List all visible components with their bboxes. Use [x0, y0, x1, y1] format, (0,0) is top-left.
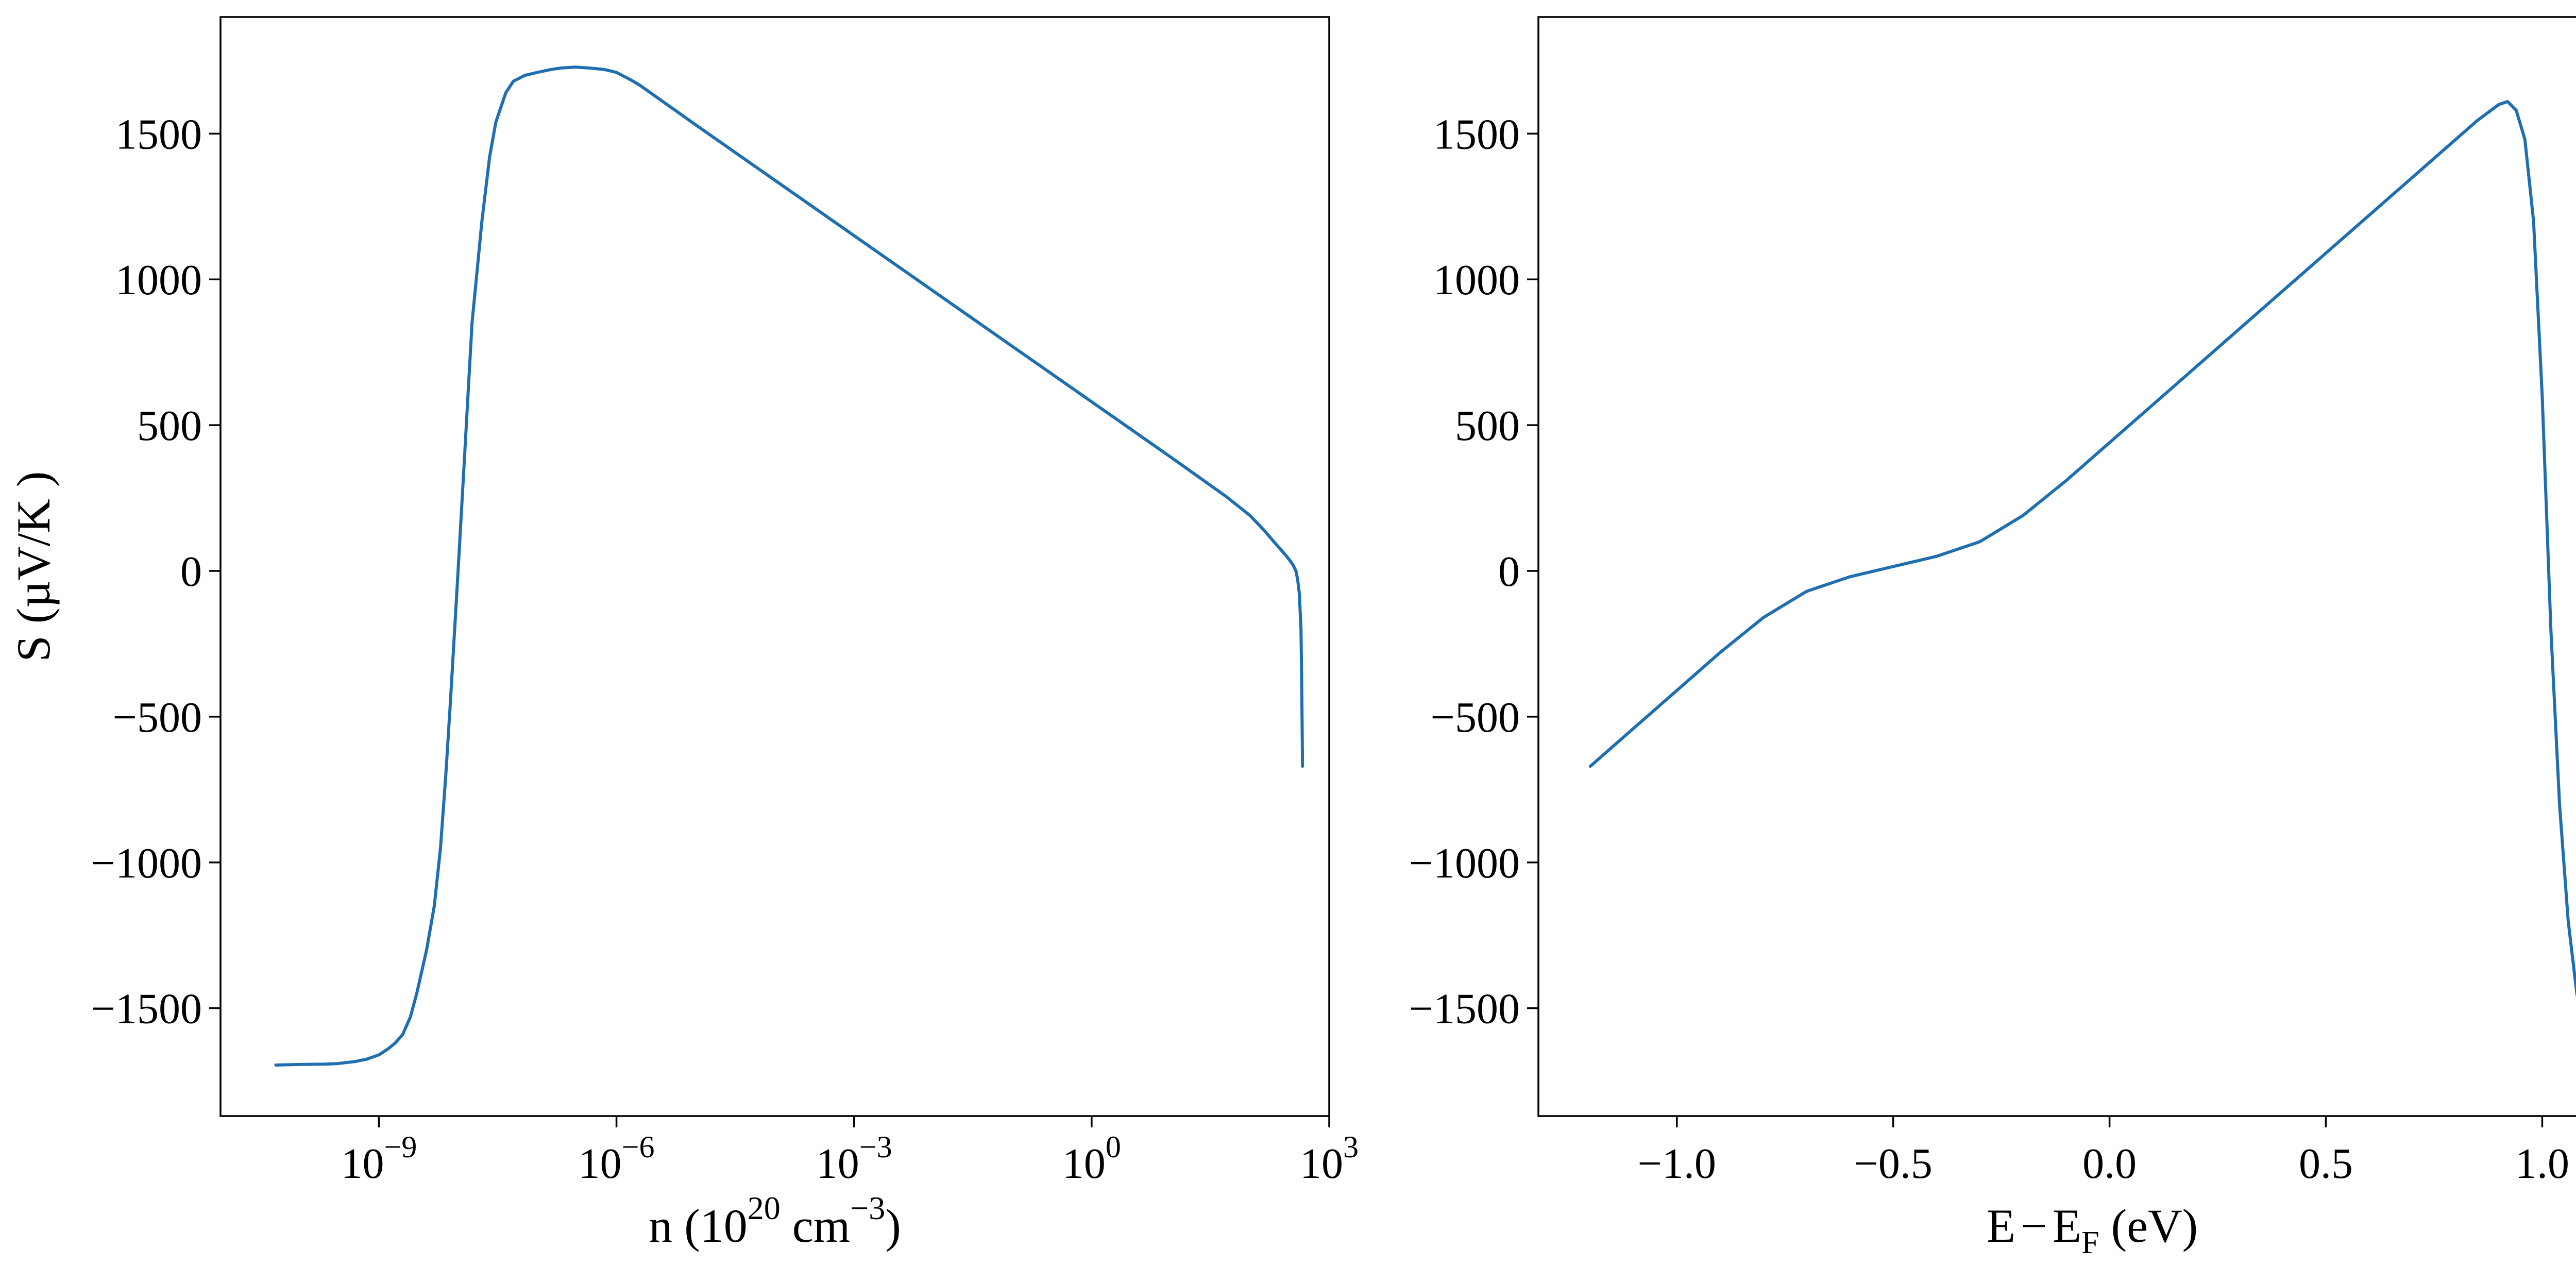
series-line-0 [274, 65, 1304, 1067]
y-tick-label: −500 [113, 694, 202, 741]
x-axis-label: E − EF (eV) [1987, 1200, 2198, 1260]
x-tick-label: −1.0 [1638, 1140, 1716, 1188]
y-tick-label: 1000 [1433, 256, 1520, 304]
x-tick-label: 0.0 [2082, 1140, 2137, 1188]
x-tick-label: 100 [1062, 1130, 1121, 1188]
y-tick-label: 1500 [115, 110, 202, 158]
y-tick-label: 1000 [115, 256, 202, 304]
y-tick-label: −1500 [1409, 985, 1520, 1033]
y-tick-label: 500 [137, 402, 202, 450]
x-tick-label: 103 [1300, 1130, 1359, 1188]
y-tick-label: 500 [1455, 402, 1520, 450]
y-axis-label: S (µV/K ) [7, 471, 60, 662]
x-tick-label: 10−9 [341, 1130, 417, 1188]
x-tick-label: 10−3 [816, 1130, 892, 1188]
y-tick-label: −1000 [1409, 839, 1520, 887]
left-chart-seebeck-vs-carrier-concentration: 1500 1000 500 0 −500 −1000 −1500 10−9 10−6 10−3 10… [7, 16, 1359, 1252]
y-tick-label: 0 [1498, 548, 1520, 596]
series-line-0 [1588, 100, 2576, 998]
x-tick-label: 10−6 [579, 1130, 655, 1188]
y-tick-label: −1000 [91, 839, 202, 887]
plot-frame [219, 16, 1330, 1117]
y-tick-label: −1500 [91, 985, 202, 1033]
x-axis-label: n (1020 cm−3) [649, 1190, 901, 1252]
x-tick-label: −0.5 [1854, 1140, 1932, 1188]
y-tick-label: 1500 [1433, 110, 1520, 158]
x-tick-label: 0.5 [2299, 1140, 2353, 1188]
y-tick-label: 0 [180, 548, 202, 596]
y-tick-label: −500 [1431, 694, 1520, 741]
x-tick-label: 1.0 [2515, 1140, 2569, 1188]
plot-frame [1537, 16, 2576, 1117]
right-chart-seebeck-vs-energy: 1500 1000 500 0 −500 −1000 −1500 −1.0 −0.5 0.0 0.5… [1409, 16, 2576, 1260]
